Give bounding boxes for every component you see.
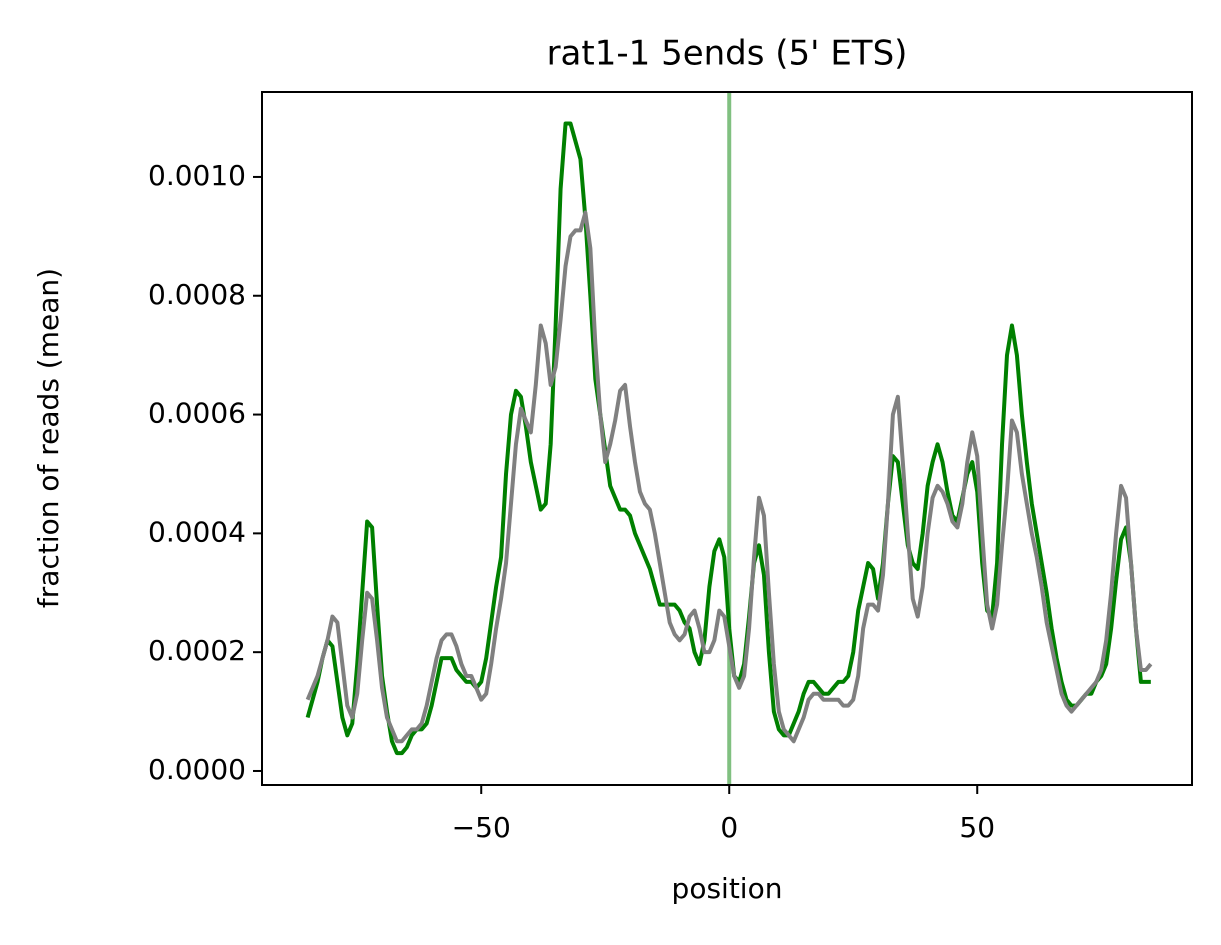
x-axis-label: position xyxy=(672,872,783,905)
y-tick-label: 0.0004 xyxy=(148,515,246,548)
x-tick-label: 0 xyxy=(720,811,738,844)
x-tick-label: 50 xyxy=(959,811,995,844)
y-tick-label: 0.0008 xyxy=(148,278,246,311)
x-tick-label: −50 xyxy=(452,811,511,844)
series-line xyxy=(305,121,1151,756)
y-axis-label: fraction of reads (mean) xyxy=(32,268,65,608)
y-tick-label: 0.0002 xyxy=(148,634,246,667)
y-tick-label: 0.0000 xyxy=(148,753,246,786)
y-tick-label: 0.0006 xyxy=(148,397,246,430)
chart-title: rat1-1 5ends (5' ETS) xyxy=(547,34,908,74)
series-line xyxy=(305,210,1153,744)
y-tick-label: 0.0010 xyxy=(148,159,246,192)
plot-frame xyxy=(261,91,1193,786)
